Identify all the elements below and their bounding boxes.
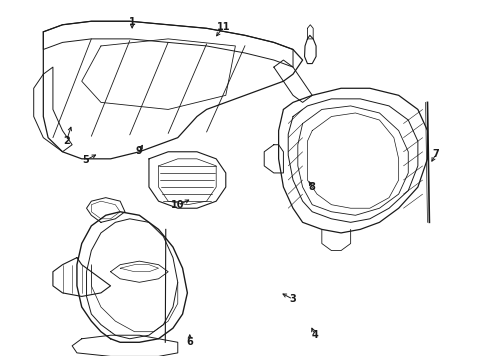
Text: 8: 8 <box>309 182 316 192</box>
Text: 5: 5 <box>82 155 89 165</box>
Text: 9: 9 <box>136 146 143 156</box>
Text: 3: 3 <box>290 294 296 304</box>
Text: 6: 6 <box>186 337 193 347</box>
Text: 4: 4 <box>311 329 318 339</box>
Text: 10: 10 <box>171 201 185 210</box>
Text: 7: 7 <box>433 149 440 159</box>
Text: 1: 1 <box>129 17 136 27</box>
Text: 11: 11 <box>217 22 230 32</box>
Text: 2: 2 <box>63 136 70 146</box>
